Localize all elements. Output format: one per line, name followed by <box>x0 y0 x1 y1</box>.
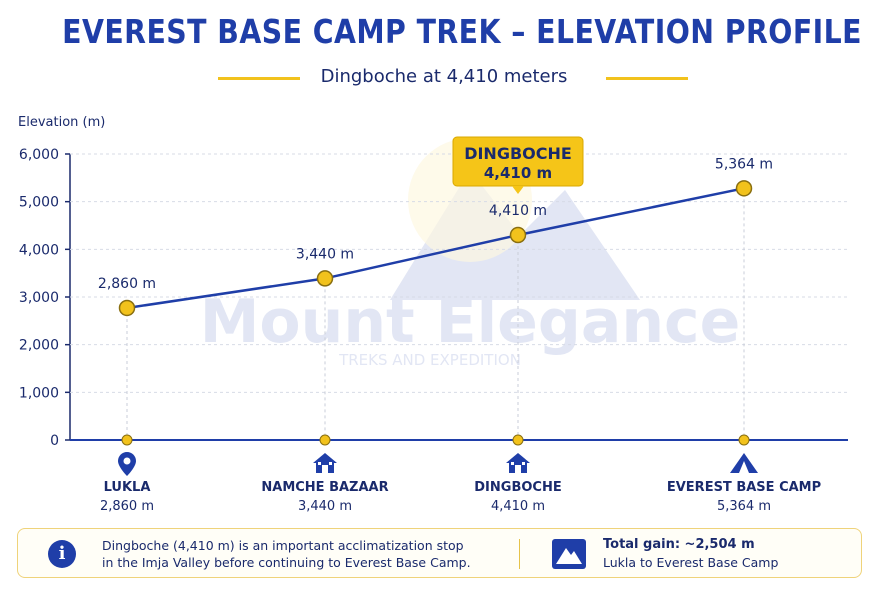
data-label: 2,860 m <box>98 276 156 292</box>
data-point <box>316 270 334 287</box>
data-label: 3,440 m <box>296 246 354 262</box>
category-name: DINGBOCHE <box>474 480 562 495</box>
gain-subtitle: Lukla to Everest Base Camp <box>603 555 779 570</box>
page-title: EVEREST BASE CAMP TREK – ELEVATION PROFI… <box>62 12 862 51</box>
data-label: 4,410 m <box>489 203 547 219</box>
category-value: 5,364 m <box>716 499 771 514</box>
callout-pointer <box>512 186 524 194</box>
y-tick-label: 0 <box>50 433 59 449</box>
y-axis-label: Elevation (m) <box>18 115 105 130</box>
category-value: 3,440 m <box>297 499 352 514</box>
baseline-marker <box>319 434 331 446</box>
watermark-name: Mount Elegance <box>200 287 741 357</box>
series-line <box>126 187 745 310</box>
data-label: 5,364 m <box>715 156 773 172</box>
baseline-marker <box>512 434 524 446</box>
category-lukla: LUKLA 2,860 m <box>42 452 212 514</box>
category-dingboche: DINGBOCHE 4,410 m <box>433 452 603 514</box>
callout-value: 4,410 m <box>484 164 552 182</box>
y-tick-label: 2,000 <box>19 338 59 354</box>
gain-title: Total gain: ~2,504 m <box>603 537 755 552</box>
category-name: EVEREST BASE CAMP <box>666 480 822 495</box>
category-name: NAMCHE BAZAAR <box>261 480 389 495</box>
category-value: 2,860 m <box>99 499 154 514</box>
tent-icon <box>659 452 829 476</box>
y-tick-label: 4,000 <box>19 242 59 258</box>
page-subtitle: Dingboche at 4,410 meters <box>320 66 568 87</box>
category-namche-bazaar: NAMCHE BAZAAR 3,440 m <box>240 452 410 514</box>
subtitle-left-rule <box>218 77 300 80</box>
info-icon: i <box>48 540 76 568</box>
house-icon <box>433 452 603 476</box>
info-line-2: in the Imja Valley before continuing to … <box>102 555 471 570</box>
y-axis: 0 1,000 2,000 3,000 4,000 5,000 6,000 <box>19 147 71 449</box>
data-point <box>509 226 527 244</box>
info-line-1: Dingboche (4,410 m) is an important accl… <box>102 538 464 553</box>
callout-title: DINGBOCHE <box>464 144 572 163</box>
info-text: Dingboche (4,410 m) is an important accl… <box>102 537 502 571</box>
watermark-tagline: TREKS AND EXPEDITION <box>338 351 521 369</box>
category-value: 4,410 m <box>490 499 545 514</box>
series-elevation: 2,860 m 3,440 m 4,410 m 5,364 m <box>98 156 773 446</box>
subtitle-right-rule <box>606 77 688 80</box>
baseline-marker <box>121 434 133 446</box>
data-point <box>118 299 136 317</box>
elevation-chart: Mount Elegance TREKS AND EXPEDITION Elev… <box>18 115 848 449</box>
category-name: LUKLA <box>103 480 151 495</box>
y-tick-label: 1,000 <box>19 385 59 401</box>
category-everest-base-camp: EVEREST BASE CAMP 5,364 m <box>659 452 829 514</box>
baseline-marker <box>738 434 750 446</box>
info-divider <box>519 539 520 569</box>
y-tick-label: 6,000 <box>19 147 59 163</box>
data-point <box>735 180 753 197</box>
location-pin-icon <box>42 452 212 476</box>
mountain-icon <box>552 539 586 569</box>
y-tick-label: 5,000 <box>19 195 59 211</box>
info-box: i Dingboche (4,410 m) is an important ac… <box>17 528 862 578</box>
grid <box>70 153 848 441</box>
house-icon <box>240 452 410 476</box>
y-tick-label: 3,000 <box>19 290 59 306</box>
